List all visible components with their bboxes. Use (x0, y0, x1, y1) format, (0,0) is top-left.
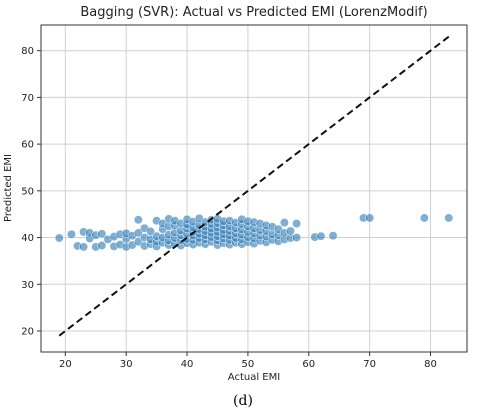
data-point (316, 231, 326, 241)
data-point (79, 242, 89, 252)
y-tick-label: 30 (21, 280, 34, 291)
chart-title: Bagging (SVR): Actual vs Predicted EMI (… (80, 5, 427, 20)
data-point (419, 213, 429, 223)
x-tick-label: 50 (242, 359, 255, 370)
y-tick-label: 50 (21, 186, 34, 197)
x-tick-label: 20 (59, 359, 72, 370)
data-point (328, 231, 338, 241)
x-tick-label: 60 (302, 359, 315, 370)
y-tick-label: 40 (21, 233, 34, 244)
x-axis-label: Actual EMI (228, 372, 280, 383)
plot-frame (40, 24, 468, 353)
data-point (54, 233, 64, 243)
x-tick-label: 80 (424, 359, 437, 370)
y-tick-label: 60 (21, 140, 34, 151)
data-point (279, 218, 289, 228)
data-point (444, 213, 454, 223)
figure-caption: (d) (233, 393, 253, 409)
data-points (54, 213, 454, 252)
y-tick-label: 70 (21, 93, 34, 104)
data-point (97, 241, 107, 250)
y-tick-label: 20 (21, 326, 34, 337)
data-point (286, 226, 295, 236)
x-tick-label: 40 (181, 359, 194, 370)
x-axis-ticks: 20 30 40 50 60 70 80 (59, 352, 437, 370)
y-axis-label: Predicted EMI (3, 154, 14, 222)
x-tick-label: 30 (120, 359, 133, 370)
data-point (97, 229, 107, 239)
data-point (133, 215, 143, 225)
y-axis-ticks: 20 30 40 50 60 70 80 (21, 46, 41, 337)
data-point (292, 219, 302, 228)
y-tick-label: 80 (21, 46, 34, 57)
data-point (133, 228, 143, 238)
data-point (365, 213, 375, 223)
data-point (292, 233, 302, 243)
data-point (133, 237, 143, 247)
data-point (66, 229, 76, 239)
grid (41, 25, 467, 352)
data-point (146, 227, 155, 236)
x-tick-label: 70 (363, 359, 376, 370)
reference-line (58, 35, 450, 337)
